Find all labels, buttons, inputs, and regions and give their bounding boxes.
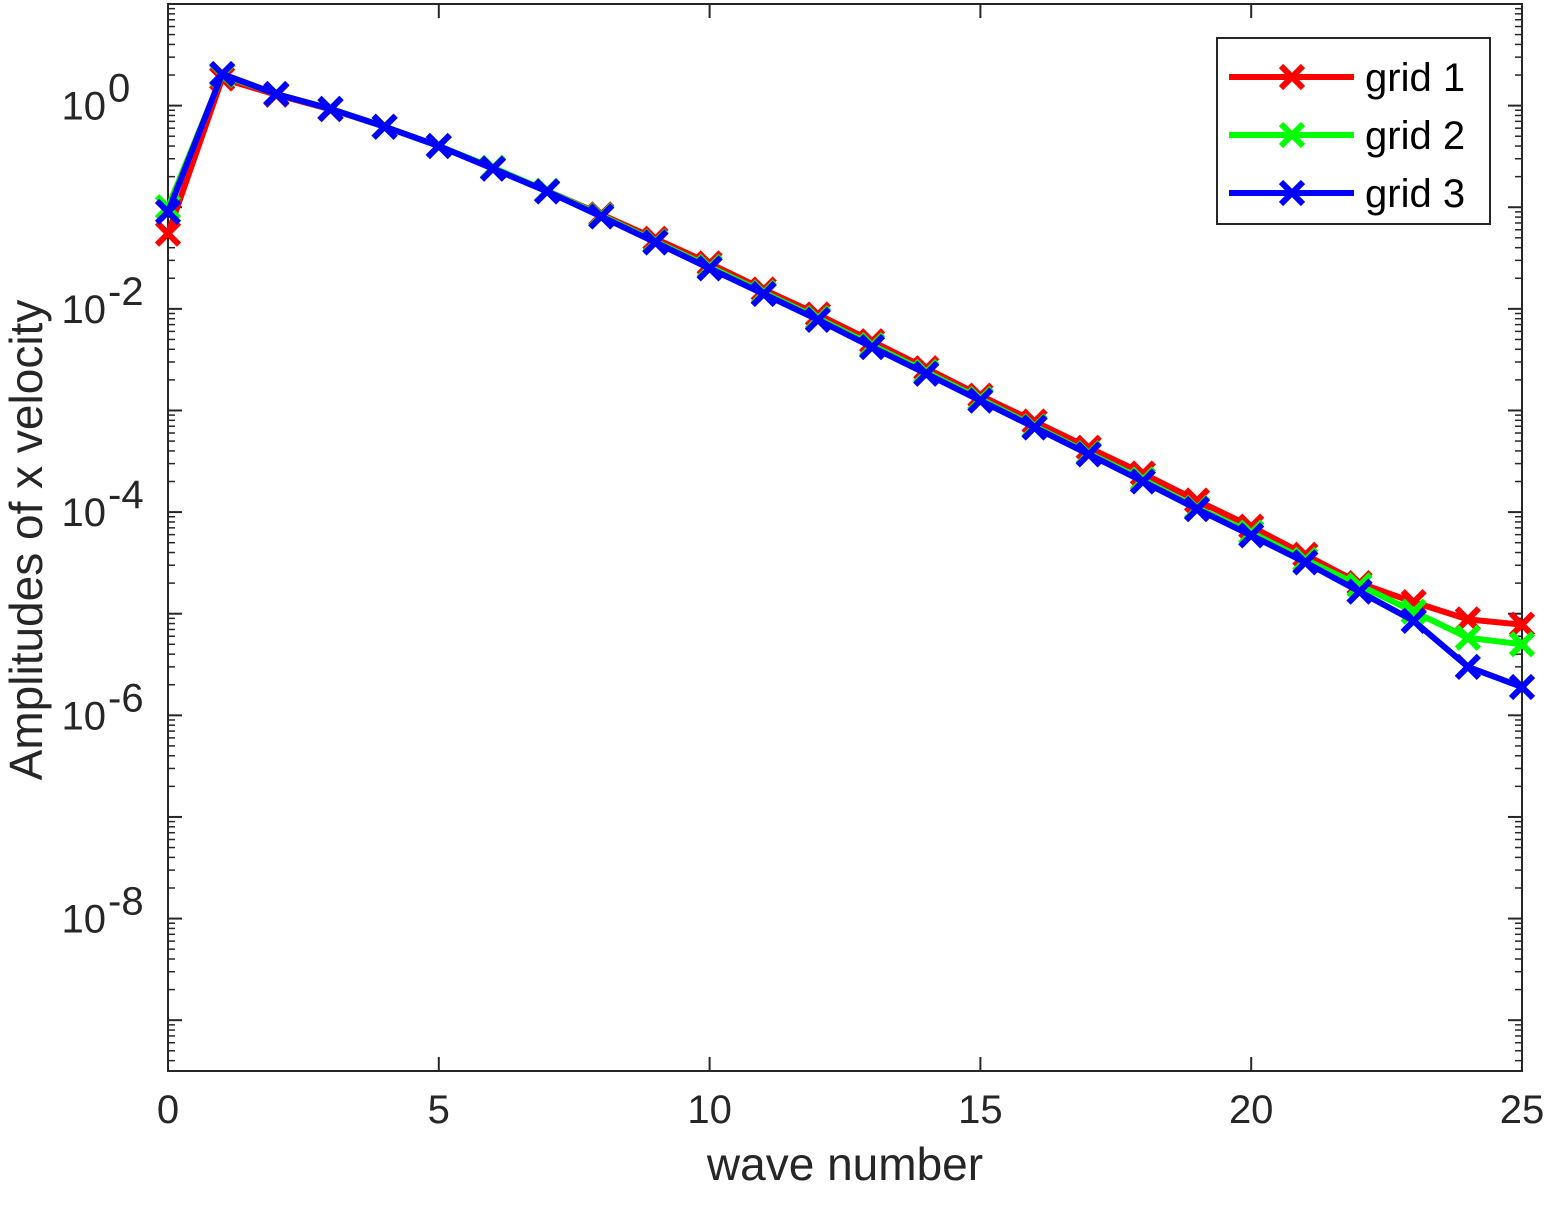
series-point bbox=[154, 220, 182, 247]
series-point bbox=[1508, 673, 1536, 701]
marker-stroke bbox=[1278, 63, 1306, 91]
marker-stroke bbox=[1021, 408, 1048, 435]
marker-stroke bbox=[425, 132, 452, 160]
legend-marker bbox=[1278, 63, 1306, 91]
series-point bbox=[1075, 441, 1102, 468]
marker-stroke bbox=[588, 203, 615, 230]
x-tick-label: 5 bbox=[428, 1088, 450, 1132]
y-tick-label-exponent: -8 bbox=[108, 880, 144, 924]
marker-stroke bbox=[1454, 624, 1481, 651]
marker-stroke bbox=[858, 334, 886, 361]
x-tick-label: 10 bbox=[687, 1088, 732, 1132]
legend-label: grid 1 bbox=[1365, 56, 1465, 100]
marker-stroke bbox=[642, 229, 669, 256]
marker-stroke bbox=[913, 360, 940, 387]
x-tick-label: 20 bbox=[1229, 1088, 1274, 1132]
marker-stroke bbox=[1075, 441, 1102, 468]
series-point bbox=[209, 60, 236, 88]
legend-marker bbox=[1278, 179, 1306, 207]
y-axis-title: Amplitudes of x velocity bbox=[0, 300, 52, 781]
marker-stroke bbox=[1021, 414, 1048, 441]
y-tick-label-exponent: 0 bbox=[108, 67, 130, 111]
marker-stroke bbox=[1129, 468, 1157, 495]
y-tick-label-exponent: -2 bbox=[108, 270, 144, 314]
marker-stroke bbox=[1292, 549, 1319, 576]
series-point bbox=[967, 387, 994, 414]
marker-stroke bbox=[1400, 607, 1427, 635]
marker-stroke bbox=[371, 113, 398, 140]
y-tick-label: 10 bbox=[62, 85, 107, 129]
y-tick-label: 10 bbox=[62, 898, 107, 942]
x-tick-label: 15 bbox=[958, 1088, 1003, 1132]
marker-stroke bbox=[154, 198, 182, 226]
x-tick-label: 0 bbox=[157, 1088, 179, 1132]
series-point bbox=[371, 113, 398, 140]
series-point bbox=[154, 198, 182, 226]
marker-stroke bbox=[1183, 495, 1211, 523]
marker-stroke bbox=[533, 178, 561, 205]
marker-stroke bbox=[1454, 653, 1481, 680]
series-point bbox=[642, 229, 669, 256]
marker-stroke bbox=[1278, 179, 1306, 207]
series-point bbox=[533, 178, 561, 205]
series-point bbox=[588, 203, 615, 230]
series-point bbox=[1454, 624, 1481, 651]
series-point bbox=[1183, 495, 1211, 523]
x-tick-label: 25 bbox=[1500, 1088, 1545, 1132]
marker-stroke bbox=[263, 80, 290, 108]
series-layer bbox=[154, 60, 1536, 701]
marker-stroke bbox=[1075, 434, 1102, 461]
y-tick-label: 10 bbox=[62, 288, 107, 332]
marker-stroke bbox=[317, 95, 344, 122]
marker-stroke bbox=[1508, 673, 1536, 701]
series-point bbox=[804, 306, 832, 333]
series-point bbox=[858, 334, 886, 361]
marker-stroke bbox=[804, 306, 832, 333]
marker-stroke bbox=[1238, 522, 1265, 549]
marker-stroke bbox=[1292, 541, 1319, 568]
marker-stroke bbox=[1278, 121, 1306, 149]
legend-label: grid 3 bbox=[1365, 172, 1465, 216]
series-point bbox=[1021, 414, 1048, 441]
series-point bbox=[1400, 607, 1427, 635]
series-point bbox=[479, 155, 507, 182]
series-line bbox=[165, 70, 1524, 690]
marker-stroke bbox=[1508, 631, 1536, 658]
y-tick-label-exponent: -6 bbox=[108, 676, 144, 720]
series-3 bbox=[154, 60, 1536, 701]
marker-stroke bbox=[1346, 572, 1373, 599]
series-point bbox=[1346, 578, 1373, 605]
marker-stroke bbox=[750, 280, 777, 308]
series-point bbox=[1292, 549, 1319, 576]
series-point bbox=[1508, 631, 1536, 658]
marker-stroke bbox=[1346, 578, 1373, 605]
legend: grid 1 grid 2 grid 3 bbox=[1216, 37, 1491, 225]
marker-stroke bbox=[967, 387, 994, 414]
marker-stroke bbox=[1508, 611, 1536, 638]
legend-label: grid 2 bbox=[1365, 114, 1465, 158]
marker-stroke bbox=[209, 60, 236, 88]
series-point bbox=[750, 280, 777, 308]
series-point bbox=[1454, 653, 1481, 680]
series-point bbox=[1508, 611, 1536, 638]
axes-box bbox=[167, 3, 1523, 1072]
x-axis-title: wave number bbox=[706, 1138, 983, 1190]
series-point bbox=[1238, 522, 1265, 549]
marker-stroke bbox=[154, 220, 182, 247]
series-point bbox=[1129, 468, 1157, 495]
marker-stroke bbox=[479, 155, 507, 182]
y-tick-label-exponent: -4 bbox=[108, 473, 144, 517]
series-point bbox=[317, 95, 344, 122]
y-tick-label: 10 bbox=[62, 694, 107, 738]
legend-marker bbox=[1278, 121, 1306, 149]
series-point bbox=[696, 255, 723, 282]
marker-stroke bbox=[696, 255, 723, 282]
y-tick-label: 10 bbox=[62, 491, 107, 535]
series-point bbox=[913, 360, 940, 387]
series-point bbox=[425, 132, 452, 160]
series-point bbox=[263, 80, 290, 108]
